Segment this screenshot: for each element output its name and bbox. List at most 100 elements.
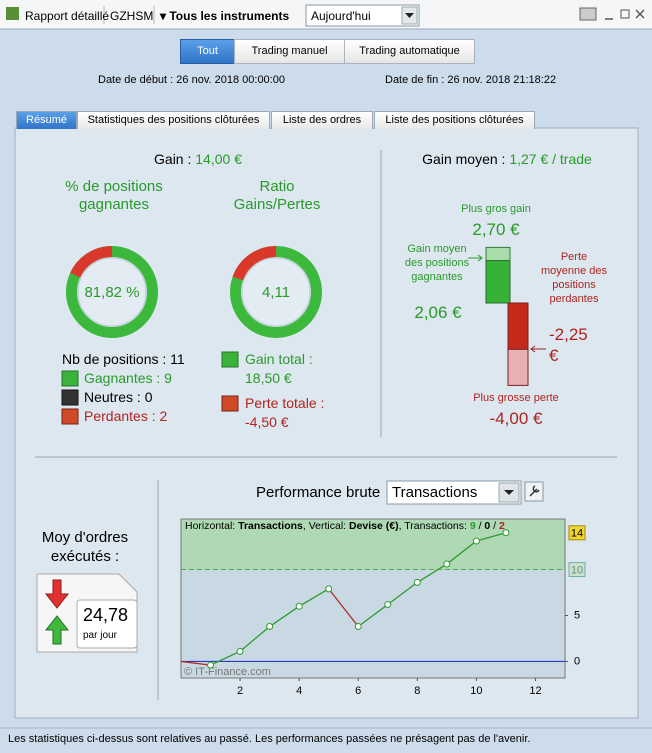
start-date-value: 26 nov. 2018 00:00:00	[176, 74, 285, 86]
gain: Gain : 14,00 €	[98, 151, 298, 167]
line-segment	[269, 605, 300, 628]
stat-bar	[507, 302, 529, 350]
line-segment	[239, 626, 271, 652]
mode-dropdown[interactable]	[386, 480, 522, 505]
threshold-badge	[568, 562, 586, 578]
tab[interactable]: Liste des ordres	[271, 111, 373, 129]
x-tick-label: 2	[237, 685, 243, 697]
total-loss: -4,50 €	[245, 414, 289, 430]
positions-count: Nb de positions : 11	[62, 351, 185, 367]
up-arrow-icon	[44, 615, 70, 645]
end-date-value: 26 nov. 2018 21:18:22	[447, 74, 557, 86]
neutral: Neutres : 0	[84, 389, 153, 405]
max-loss-label: -4,00 €	[489, 409, 543, 428]
header-text: 2	[499, 520, 505, 532]
avg-loss-label: -2,25 €	[549, 325, 588, 365]
total-gain: 18,50 €	[245, 370, 292, 386]
avg-gain-label: Gain moyen :	[422, 151, 506, 167]
total-gain-label: Gain total :	[245, 351, 313, 367]
y-tick-label: 0	[574, 655, 580, 667]
donut-center	[77, 257, 147, 327]
point	[384, 600, 392, 608]
orders-value: 24,78	[83, 605, 129, 625]
avg-gain: Gain moyen : 1,27 € / trade	[382, 151, 632, 167]
legend-square-green	[221, 351, 239, 368]
avg-loss-title: Perte moyenne des positions perdantes	[540, 251, 608, 305]
end-date: Date de fin : 26 nov. 2018 21:18:22	[385, 74, 556, 86]
win-rate-title: % de positions gagnantes	[65, 178, 163, 213]
instruments-label: Tous les instruments	[169, 9, 290, 23]
tab[interactable]: Statistiques des positions clôturées	[77, 111, 270, 129]
print-icon[interactable]	[579, 7, 597, 21]
line-segment	[446, 540, 477, 565]
maximize-icon[interactable]	[620, 9, 630, 19]
total-loss-label: Perte totale :	[245, 395, 325, 411]
line-segment	[476, 532, 507, 542]
close-icon[interactable]	[635, 9, 645, 19]
filter-button[interactable]: Tout	[180, 39, 235, 64]
watermark: © IT-Finance.com	[184, 666, 271, 678]
x-tick-label: 10	[470, 685, 482, 697]
avg-win-label: 2,06 €	[414, 303, 462, 322]
max-loss-title: Plus grosse perte	[473, 392, 559, 404]
chart-header: Horizontal: Transactions, Vertical: Devi…	[185, 520, 505, 532]
point	[472, 537, 480, 545]
orders-title: Moy d'ordres exécutés :	[41, 529, 129, 565]
point	[502, 529, 510, 537]
max-gain-label: 2,70 €	[472, 220, 520, 239]
point	[354, 623, 362, 631]
point	[295, 602, 303, 610]
avg-gain-value: 1,27 € / trade	[509, 151, 592, 167]
pointer-arrow	[468, 254, 483, 262]
max-gain-title: Plus gros gain	[461, 203, 531, 215]
header-text: Horizontal:	[185, 520, 239, 532]
line-segment	[328, 588, 359, 627]
threshold-zone	[181, 519, 565, 571]
line-segment	[298, 588, 330, 607]
x-tick-label: 6	[355, 685, 361, 697]
x-tick-label: 4	[296, 685, 302, 697]
dropdown-arrow	[405, 13, 414, 18]
donut-loss-arc	[230, 246, 322, 338]
line-segment	[416, 563, 448, 583]
report-button[interactable]: Rapport détaillé	[25, 9, 110, 23]
header-text: 0	[484, 520, 491, 532]
x-tick-label: 12	[529, 685, 541, 697]
point	[236, 647, 244, 655]
footer-note: Les statistiques ci-dessus sont relative…	[8, 733, 531, 745]
legend-square-red	[221, 395, 239, 412]
account-label[interactable]: GZHSM	[110, 9, 154, 23]
instruments-menu[interactable]: ▾ Tous les instruments	[160, 9, 289, 23]
header-text: /	[475, 520, 485, 532]
donut-loss-arc	[66, 246, 158, 338]
line-segment	[180, 660, 211, 666]
avg-win-title: Gain moyen des positions gagnantes	[404, 243, 470, 283]
period-dropdown[interactable]	[305, 4, 420, 27]
dropdown-arrow	[504, 490, 514, 495]
tab[interactable]: Résumé	[16, 111, 77, 129]
header-text: , Vertical:	[302, 520, 349, 532]
point	[325, 585, 333, 593]
header-text: 9	[469, 520, 476, 532]
menu-caret: ▾	[160, 9, 170, 23]
orders-box	[76, 599, 138, 649]
threshold-badge-label: 10	[571, 564, 583, 576]
gain-label: Gain :	[154, 151, 192, 167]
point	[413, 578, 421, 586]
last-value-label: 14	[571, 528, 583, 540]
tab[interactable]: Liste des positions clôturées	[374, 111, 535, 129]
filter-button[interactable]: Trading automatique	[344, 39, 475, 64]
down-arrow-icon	[44, 579, 70, 609]
period-value: Aujourd'hui	[311, 9, 371, 23]
header-text: Transactions	[238, 520, 303, 532]
header-text: , Transactions:	[398, 520, 470, 532]
last-value-badge	[568, 525, 586, 541]
start-date: Date de début : 26 nov. 2018 00:00:00	[98, 74, 285, 86]
y-tick-label: 5	[574, 609, 580, 621]
point	[266, 623, 274, 631]
mode-value: Transactions	[392, 484, 478, 501]
filter-button[interactable]: Trading manuel	[234, 39, 345, 64]
legend-square-dark	[61, 389, 79, 406]
win-rate-label: 81,82 %	[84, 284, 140, 301]
